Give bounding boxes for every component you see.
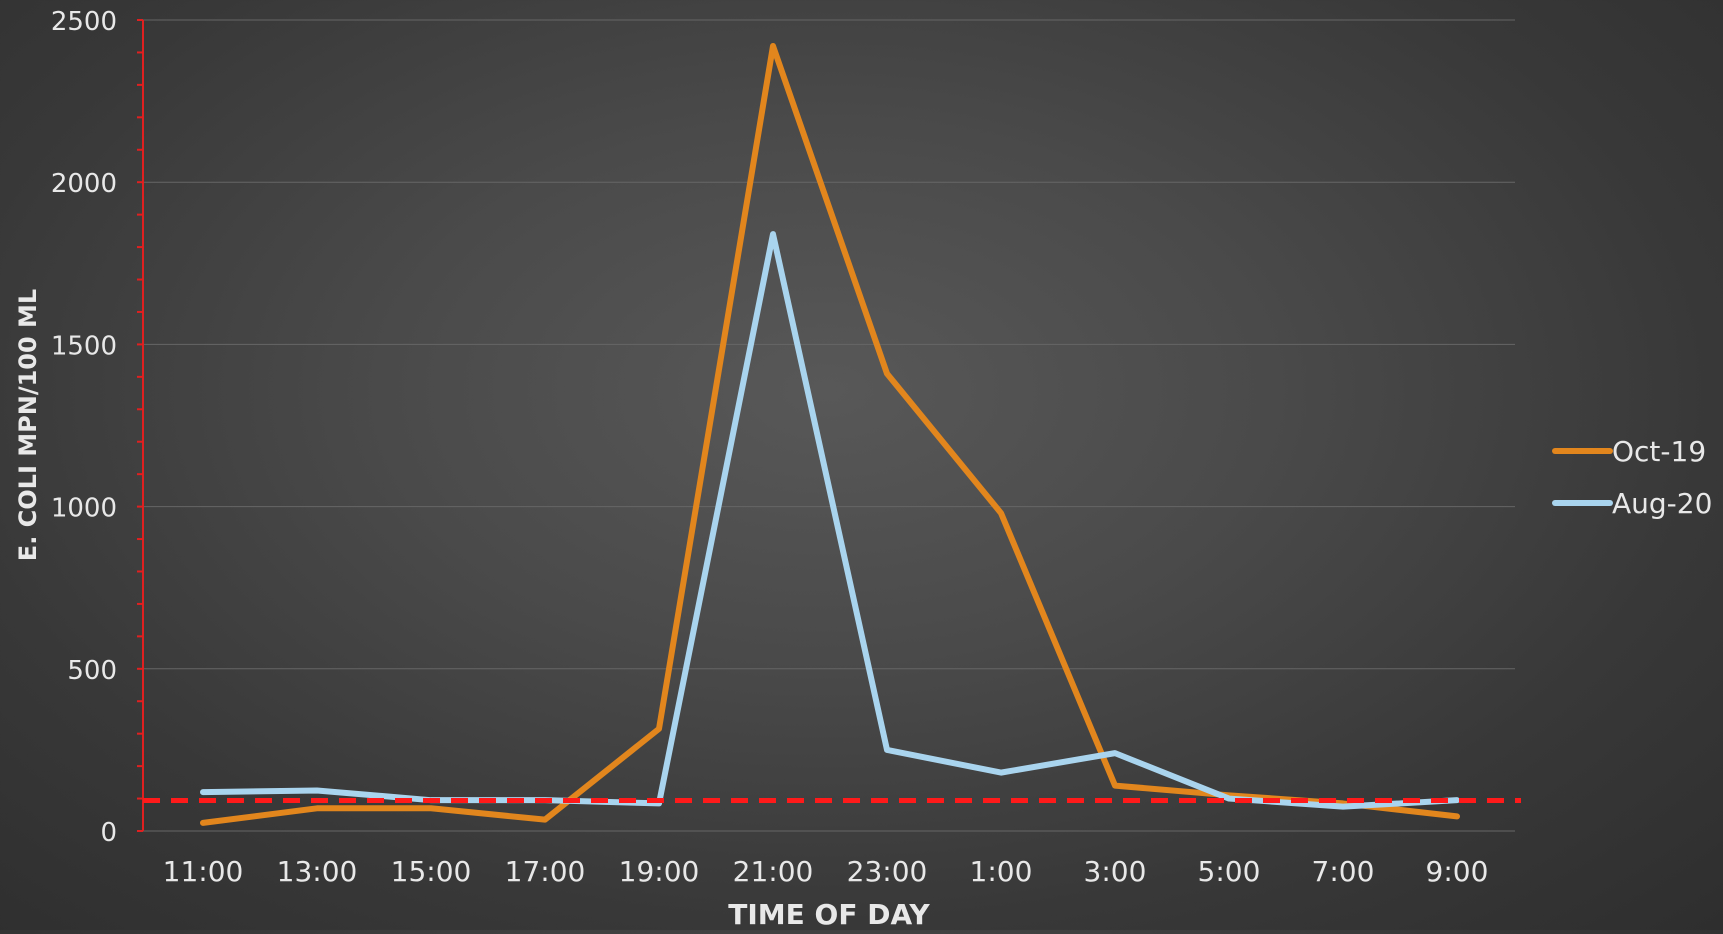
series-line-oct-19 <box>200 42 1460 826</box>
x-tick-label: 3:00 <box>1084 855 1147 888</box>
legend-label-oct-19: Oct-19 <box>1612 435 1706 468</box>
x-tick-label: 7:00 <box>1312 855 1375 888</box>
y-tick-label: 2500 <box>51 7 117 37</box>
series-layer <box>200 42 1460 826</box>
legend: Oct-19 Aug-20 <box>1552 435 1712 520</box>
x-tick-label: 9:00 <box>1426 855 1489 888</box>
y-tick-label: 0 <box>100 818 117 848</box>
y-tick-label: 1500 <box>51 331 117 361</box>
x-tick-label: 17:00 <box>505 855 586 888</box>
x-tick-labels: 11:00 13:00 15:00 17:00 19:00 21:00 23:00 1:00 3… <box>163 855 1489 888</box>
y-axis-label: E. COLI MPN/100 ML <box>14 289 42 561</box>
x-tick-label: 1:00 <box>970 855 1033 888</box>
x-axis-label: TIME OF DAY <box>728 898 930 930</box>
x-tick-label: 15:00 <box>391 855 472 888</box>
x-tick-label: 21:00 <box>733 855 814 888</box>
y-tick-label: 500 <box>67 656 117 686</box>
y-axis <box>137 19 144 832</box>
x-tick-label: 5:00 <box>1198 855 1261 888</box>
y-tick-labels: 0 500 1000 1500 2000 2500 <box>51 7 117 848</box>
x-tick-label: 19:00 <box>619 855 700 888</box>
legend-label-aug-20: Aug-20 <box>1612 487 1712 520</box>
series-line-aug-20 <box>200 231 1460 810</box>
gridlines <box>143 19 1515 832</box>
x-tick-label: 13:00 <box>277 855 358 888</box>
y-tick-label: 1000 <box>51 494 117 524</box>
x-tick-label: 11:00 <box>163 855 244 888</box>
y-tick-label: 2000 <box>51 169 117 199</box>
x-tick-label: 23:00 <box>847 855 928 888</box>
